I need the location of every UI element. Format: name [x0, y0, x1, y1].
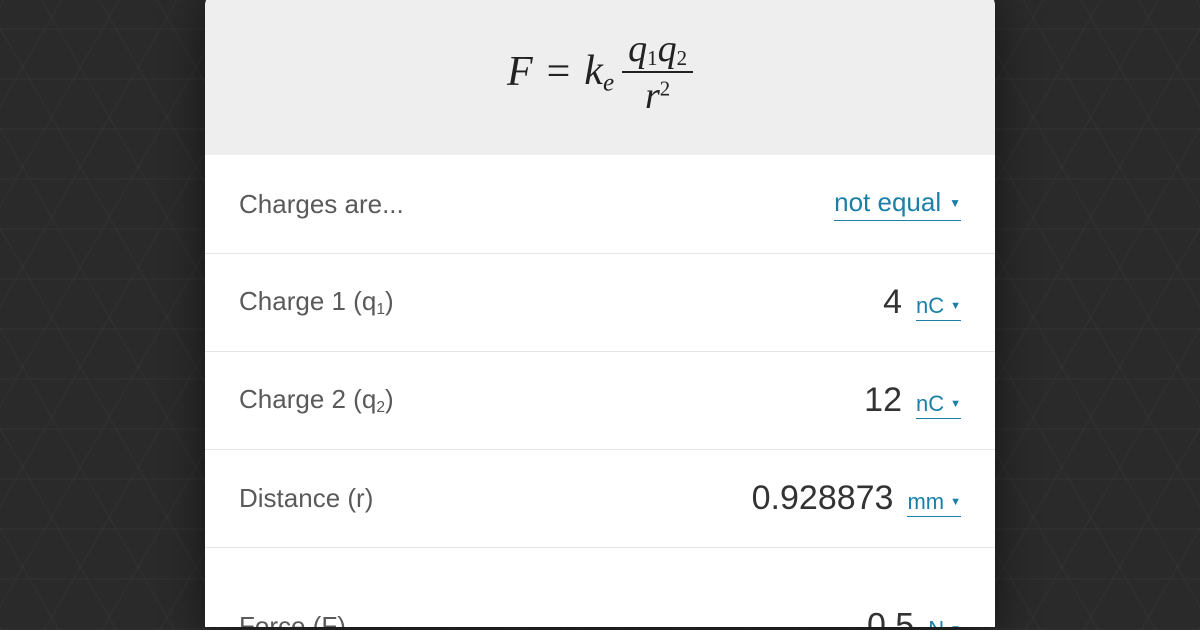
chevron-down-icon: ▼ — [950, 399, 961, 410]
chevron-down-icon: ▼ — [950, 497, 961, 508]
unit-force: N — [928, 617, 944, 627]
row-q2: Charge 2 (q2) 12 nC ▼ — [205, 351, 995, 449]
label-q2: Charge 2 (q2) — [239, 384, 394, 417]
input-distance[interactable]: 0.928873 — [752, 479, 894, 518]
input-q2[interactable]: 12 — [864, 381, 902, 420]
value-group-q2: 12 nC ▼ — [864, 381, 961, 420]
row-force: Force (F) 0.5 N ▼ — [205, 547, 995, 627]
formula-lhs: F — [507, 51, 533, 93]
input-q1[interactable]: 4 — [883, 283, 902, 322]
label-distance: Distance (r) — [239, 483, 373, 514]
formula-fraction: q1q2 r2 — [622, 30, 693, 115]
formula-eq: = — [547, 51, 571, 93]
formula-denominator: r2 — [639, 73, 676, 115]
select-charges-mode[interactable]: not equal ▼ — [834, 187, 961, 221]
row-charges-mode: Charges are... not equal ▼ — [205, 155, 995, 253]
unit-select-q1[interactable]: nC ▼ — [916, 293, 961, 321]
label-force: Force (F) — [239, 611, 346, 627]
chevron-down-icon: ▼ — [950, 624, 961, 627]
formula-numerator: q1q2 — [622, 30, 693, 73]
row-distance: Distance (r) 0.928873 mm ▼ — [205, 449, 995, 547]
chevron-down-icon: ▼ — [950, 301, 961, 312]
value-group-distance: 0.928873 mm ▼ — [752, 479, 961, 518]
unit-select-q2[interactable]: nC ▼ — [916, 391, 961, 419]
unit-distance: mm — [907, 489, 944, 515]
formula-panel: F = ke q1q2 r2 — [205, 0, 995, 155]
unit-select-distance[interactable]: mm ▼ — [907, 489, 961, 517]
row-q1: Charge 1 (q1) 4 nC ▼ — [205, 253, 995, 351]
coulombs-law-formula: F = ke q1q2 r2 — [507, 30, 693, 115]
label-charges-mode: Charges are... — [239, 189, 404, 220]
unit-q1: nC — [916, 293, 944, 319]
formula-ke: ke — [584, 50, 614, 96]
unit-select-force[interactable]: N ▼ — [928, 617, 961, 627]
unit-q2: nC — [916, 391, 944, 417]
chevron-down-icon: ▼ — [949, 196, 961, 210]
inputs-list: Charges are... not equal ▼ Charge 1 (q1)… — [205, 155, 995, 627]
value-group-q1: 4 nC ▼ — [883, 283, 961, 322]
select-charges-mode-value: not equal — [834, 187, 941, 218]
input-force[interactable]: 0.5 — [867, 607, 914, 627]
value-group-force: 0.5 N ▼ — [867, 607, 961, 627]
label-q1: Charge 1 (q1) — [239, 286, 394, 319]
calculator-card: F = ke q1q2 r2 Charges are... not equal … — [205, 0, 995, 627]
